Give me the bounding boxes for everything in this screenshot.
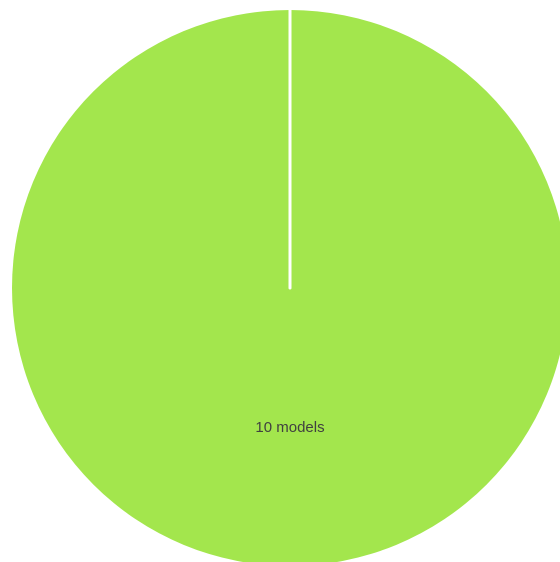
pie-slice-label: 10 models [255,419,324,436]
pie-slices [12,6,560,562]
pie-labels: 10 models [255,419,324,436]
pie-slice [12,10,560,562]
